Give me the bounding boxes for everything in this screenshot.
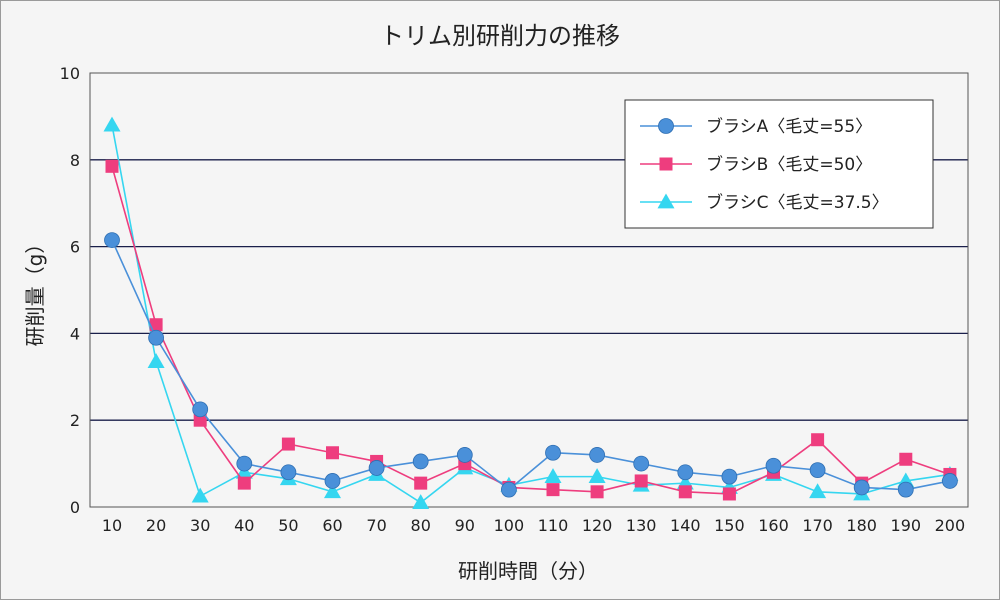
y-tick-label: 10 <box>60 64 80 83</box>
x-tick-label: 90 <box>455 516 475 535</box>
data-point <box>148 329 165 346</box>
x-axis-ticks: 10 20 30 40 50 60 70 80 90 100 110 120 130 140 150 160 1… <box>102 516 965 535</box>
y-axis-label: 研削量（g） <box>23 234 47 347</box>
chart-title: トリム別研削力の推移 <box>380 22 620 50</box>
x-tick-label: 160 <box>758 516 789 535</box>
data-point <box>456 447 473 463</box>
data-point <box>149 318 163 332</box>
legend-label: ブラシA〈毛丈=55〉 <box>706 116 872 137</box>
data-point <box>546 483 560 497</box>
legend-marker <box>657 193 675 209</box>
x-tick-label: 50 <box>278 516 298 535</box>
data-point <box>853 479 870 496</box>
data-point <box>899 452 913 466</box>
x-tick-label: 150 <box>714 516 745 535</box>
data-point <box>811 433 825 447</box>
data-point <box>500 481 517 498</box>
data-point <box>809 483 827 499</box>
data-point <box>324 473 341 489</box>
data-point <box>414 476 428 490</box>
grid-lines <box>90 159 968 421</box>
data-point <box>677 464 694 481</box>
legend: ブラシA〈毛丈=55〉ブラシB〈毛丈=50〉ブラシC〈毛丈=37.5〉 <box>624 99 934 229</box>
data-point <box>237 476 251 490</box>
data-point <box>326 446 339 460</box>
series-0 <box>104 232 958 498</box>
y-tick-label: 0 <box>70 498 80 517</box>
plot-area-border <box>89 72 969 508</box>
legend-label: ブラシB〈毛丈=50〉 <box>706 154 872 175</box>
data-point <box>590 485 604 499</box>
x-tick-label: 140 <box>670 516 701 535</box>
series-line <box>111 239 951 491</box>
x-tick-label: 10 <box>102 516 122 535</box>
data-point <box>634 474 648 488</box>
x-tick-label: 30 <box>190 516 210 535</box>
data-point <box>324 483 341 499</box>
data-point <box>589 447 605 463</box>
data-point <box>633 455 650 472</box>
y-tick-label: 4 <box>70 324 80 343</box>
x-tick-label: 80 <box>411 516 431 535</box>
data-point <box>236 455 253 472</box>
data-point <box>897 481 914 498</box>
legend-marker <box>658 118 674 134</box>
data-point <box>105 159 119 173</box>
y-tick-label: 6 <box>70 238 80 257</box>
data-point <box>721 468 738 485</box>
x-tick-label: 20 <box>146 516 166 535</box>
data-point <box>104 232 120 248</box>
x-tick-label: 130 <box>626 516 657 535</box>
x-tick-label: 200 <box>935 516 966 535</box>
x-tick-label: 180 <box>846 516 877 535</box>
data-point <box>678 485 692 499</box>
x-tick-label: 60 <box>322 516 342 535</box>
data-point <box>192 401 209 418</box>
data-point <box>281 437 295 451</box>
x-tick-label: 190 <box>891 516 922 535</box>
series-line <box>111 166 951 495</box>
x-tick-label: 70 <box>366 516 386 535</box>
y-axis-ticks: 0 2 4 6 8 10 <box>60 64 80 517</box>
x-tick-label: 40 <box>234 516 254 535</box>
legend-label: ブラシC〈毛丈=37.5〉 <box>706 192 889 213</box>
x-tick-label: 100 <box>494 516 525 535</box>
y-tick-label: 2 <box>70 411 80 430</box>
data-point <box>545 444 561 461</box>
x-tick-label: 110 <box>538 516 569 535</box>
legend-marker <box>659 157 673 171</box>
x-tick-label: 120 <box>582 516 613 535</box>
y-tick-label: 8 <box>70 151 80 170</box>
data-point <box>809 462 826 479</box>
data-point <box>147 353 165 368</box>
data-point <box>280 464 297 481</box>
data-point <box>191 487 209 503</box>
x-tick-label: 170 <box>802 516 833 535</box>
data-point <box>942 473 958 489</box>
data-point <box>588 468 606 483</box>
data-point <box>544 468 562 483</box>
data-point <box>722 487 736 501</box>
data-point <box>193 413 207 427</box>
x-axis-label: 研削時間（分） <box>458 559 598 583</box>
data-point <box>412 494 430 510</box>
series-line <box>111 124 951 504</box>
data-point <box>103 116 121 132</box>
data-point <box>368 460 385 476</box>
data-point <box>412 453 429 470</box>
series-group <box>103 116 959 510</box>
data-point <box>765 457 782 474</box>
